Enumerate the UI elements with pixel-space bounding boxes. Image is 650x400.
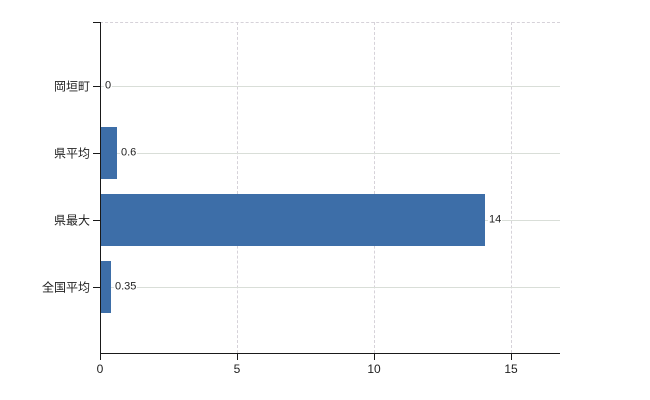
- bar-3: [101, 261, 111, 313]
- y-axis-tick: [93, 22, 100, 23]
- x-tick-label: 15: [504, 362, 518, 376]
- y-axis-tick: [93, 287, 100, 288]
- x-axis-tick: [237, 354, 238, 360]
- x-axis: [100, 353, 560, 354]
- x-axis-tick: [374, 354, 375, 360]
- gridline-horizontal: [100, 153, 560, 154]
- category-label: 県最大: [53, 213, 90, 228]
- bar-2: [101, 194, 485, 246]
- category-label: 全国平均: [41, 280, 90, 295]
- bar-value-label: 14: [488, 213, 503, 227]
- bar-value-label: 0.6: [120, 146, 138, 160]
- x-axis-tick: [511, 354, 512, 360]
- gridline-vertical: [374, 22, 375, 353]
- gridline-horizontal: [100, 86, 560, 87]
- bar-1: [101, 127, 117, 179]
- y-axis-tick: [93, 153, 100, 154]
- x-tick-label: 10: [367, 362, 381, 376]
- gridline-vertical: [237, 22, 238, 353]
- y-axis: [100, 22, 101, 353]
- plot-top-border: [100, 22, 560, 23]
- x-axis-tick: [100, 354, 101, 360]
- y-axis-tick: [93, 86, 100, 87]
- y-axis-tick: [93, 220, 100, 221]
- bar-value-label: 0.35: [114, 280, 138, 294]
- x-tick-label: 5: [233, 362, 241, 376]
- x-tick-label: 0: [96, 362, 104, 376]
- category-label: 県平均: [53, 146, 90, 161]
- gridline-vertical: [511, 22, 512, 353]
- bar-value-label: 0: [104, 79, 113, 93]
- category-label: 岡垣町: [53, 79, 90, 94]
- gridline-horizontal: [100, 287, 560, 288]
